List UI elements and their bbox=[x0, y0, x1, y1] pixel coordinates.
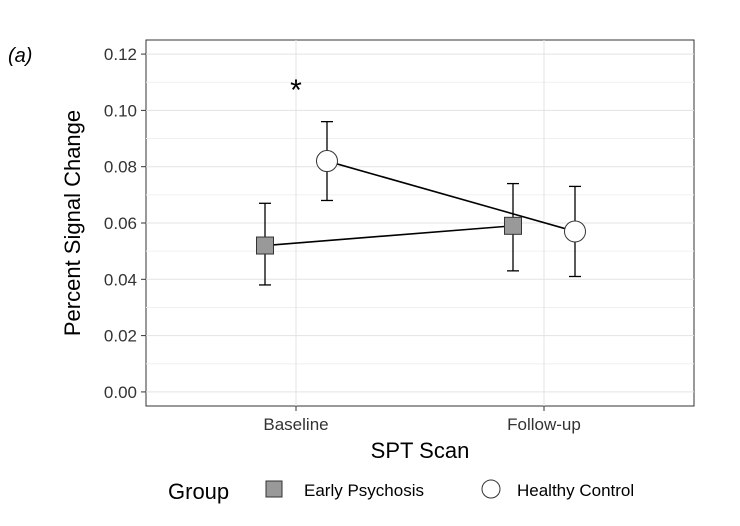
y-tick-label: 0.08 bbox=[104, 158, 137, 177]
panel-label: (a) bbox=[8, 45, 32, 67]
data-point bbox=[564, 220, 586, 243]
x-axis-title: SPT Scan bbox=[371, 438, 470, 463]
legend-title: Group bbox=[168, 479, 229, 504]
legend-label-early-psychosis: Early Psychosis bbox=[304, 481, 424, 500]
y-tick-label: 0.06 bbox=[104, 214, 137, 233]
series-healthy-control bbox=[316, 120, 586, 278]
series-layer bbox=[256, 120, 586, 286]
series-early-psychosis bbox=[256, 182, 522, 286]
annotations: * bbox=[290, 74, 302, 107]
x-axis: Baseline Follow-up bbox=[263, 406, 581, 434]
y-axis-title: Percent Signal Change bbox=[60, 110, 85, 336]
y-tick-label: 0.00 bbox=[104, 383, 137, 402]
legend-key-early-psychosis bbox=[265, 480, 283, 498]
series-line bbox=[264, 225, 514, 247]
y-tick-label: 0.12 bbox=[104, 45, 137, 64]
y-tick-label: 0.04 bbox=[104, 270, 137, 289]
y-axis: 0.00 0.02 0.04 0.06 0.08 0.10 0.12 bbox=[104, 45, 146, 402]
series-line bbox=[326, 160, 576, 233]
grid-lines bbox=[146, 40, 694, 406]
x-tick-label: Baseline bbox=[263, 415, 328, 434]
y-tick-label: 0.10 bbox=[104, 101, 137, 120]
significance-marker: * bbox=[290, 74, 302, 107]
x-tick-label: Follow-up bbox=[507, 415, 581, 434]
data-point bbox=[504, 216, 522, 235]
data-point bbox=[256, 236, 274, 255]
legend: Group Early Psychosis Healthy Control bbox=[168, 479, 634, 504]
y-tick-label: 0.02 bbox=[104, 327, 137, 346]
legend-label-healthy-control: Healthy Control bbox=[517, 481, 634, 500]
data-point bbox=[316, 150, 338, 173]
legend-key-healthy-control bbox=[481, 479, 501, 499]
